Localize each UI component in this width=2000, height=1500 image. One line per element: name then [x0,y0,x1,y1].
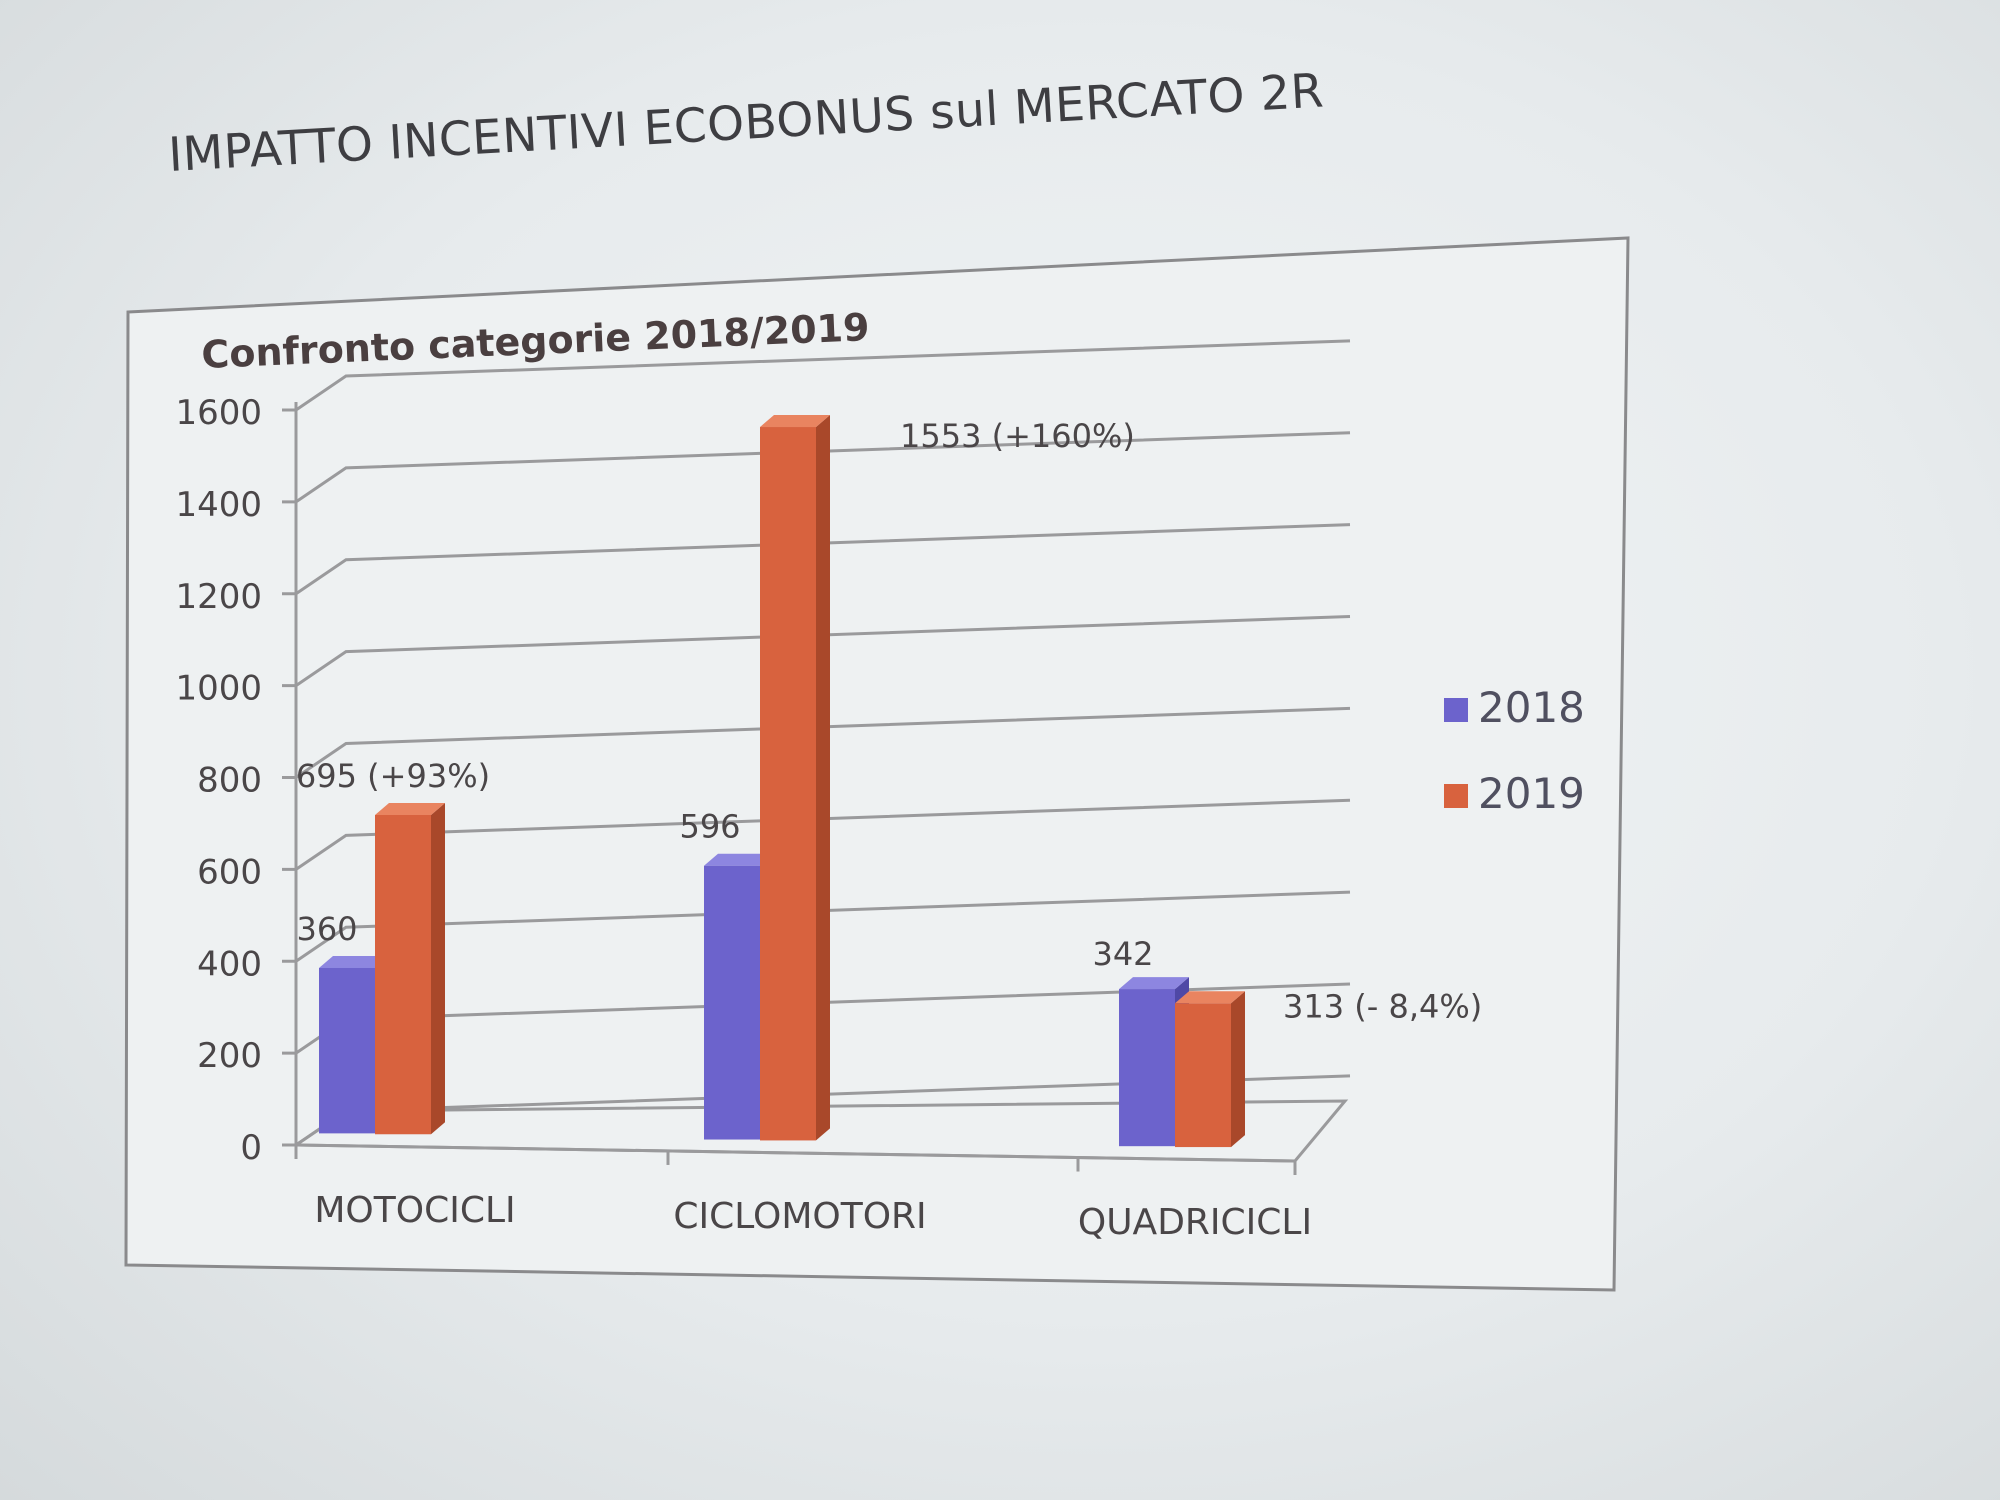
y-tick-label: 1600 [175,393,262,433]
bar-top [704,853,774,866]
bars [319,415,1245,1148]
bar-front [375,814,431,1135]
y-tick-label: 1400 [175,485,262,525]
chart-frame [124,236,1630,1292]
data-label: 360 [296,910,357,948]
bar-top [319,955,389,968]
bar-front [1175,1003,1231,1148]
y-tick-label: 400 [197,944,262,984]
bar-side [1231,991,1245,1148]
data-label: 342 [1092,935,1153,973]
gridline [295,523,1351,595]
bar-side [431,802,445,1135]
gridline [295,890,1351,963]
axes: 0 200 400 600 800 1000 1200 1400 1600 MOTOCICLI CI… [175,393,1349,1243]
bar-top [1119,977,1189,990]
bar [760,415,830,1141]
legend-label: 2018 [1478,683,1585,732]
y-tick-label: 800 [197,761,262,801]
y-tick-label: 600 [197,852,262,892]
x-tick-label: MOTOCICLI [314,1190,515,1231]
bar-top [375,802,445,815]
bar-front [760,427,816,1141]
data-labels: 360 695 (+93%) 596 1553 (+160%) 342 313 (- 8,… [296,417,1482,1025]
bar [704,853,774,1140]
bar-top [760,415,830,428]
gridline [295,614,1351,687]
y-tick-label: 1000 [175,669,262,709]
gridline [295,431,1351,504]
bar-front [319,967,375,1134]
x-tick-label: CICLOMOTORI [673,1196,926,1237]
legend-swatch [1444,784,1468,808]
data-label: 695 (+93%) [296,757,490,795]
bar [375,802,445,1135]
legend: 2018 2019 [1444,683,1585,818]
gridline [295,706,1351,779]
bar [1175,991,1245,1148]
x-axis [295,1143,1296,1163]
x-tick-label: QUADRICICLI [1078,1202,1312,1243]
bar-front [1119,989,1175,1147]
legend-swatch [1444,698,1468,722]
data-label: 596 [679,808,740,846]
data-label: 1553 (+160%) [900,417,1135,455]
data-label: 313 (- 8,4%) [1283,987,1482,1025]
bar-front [704,865,760,1140]
bar-top [1175,991,1245,1004]
y-tick-label: 200 [197,1036,262,1076]
bar-side [816,415,830,1141]
legend-label: 2019 [1478,769,1585,818]
y-tick-label: 0 [240,1128,262,1168]
gridline [295,339,1351,412]
gridline [295,798,1351,871]
y-tick-label: 1200 [175,577,262,617]
